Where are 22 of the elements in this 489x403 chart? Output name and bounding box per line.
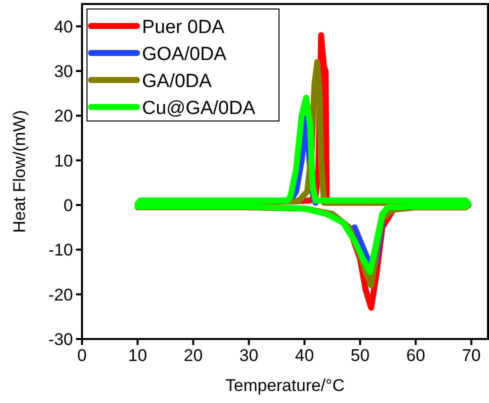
legend-label: Cu@GA/0DA <box>142 98 256 119</box>
y-axis-title: Heat Flow/(mW) <box>10 110 29 233</box>
y-tick-label: -20 <box>48 285 73 304</box>
y-tick-label: 20 <box>54 106 73 126</box>
legend-label: GA/0DA <box>142 71 212 92</box>
x-tick-label: 60 <box>406 346 426 365</box>
x-tick-label: 20 <box>184 346 203 365</box>
x-tick-label: 50 <box>350 346 370 365</box>
legend-label: GOA/0DA <box>142 44 227 65</box>
y-tick-label: -30 <box>48 330 73 349</box>
legend-label: Puer 0DA <box>142 17 225 38</box>
y-tick-label: 0 <box>64 196 73 215</box>
y-tick-label: 30 <box>54 62 73 81</box>
x-tick-label: 0 <box>77 346 87 365</box>
x-tick-label: 10 <box>128 346 148 365</box>
x-tick-label: 30 <box>239 346 258 365</box>
y-tick-label: 40 <box>54 17 73 36</box>
y-tick-label: 10 <box>54 151 73 170</box>
y-tick-label: -10 <box>48 240 73 260</box>
x-axis-title: Temperature/°C <box>225 376 345 395</box>
x-tick-label: 70 <box>462 346 481 365</box>
x-tick-label: 40 <box>295 346 314 365</box>
